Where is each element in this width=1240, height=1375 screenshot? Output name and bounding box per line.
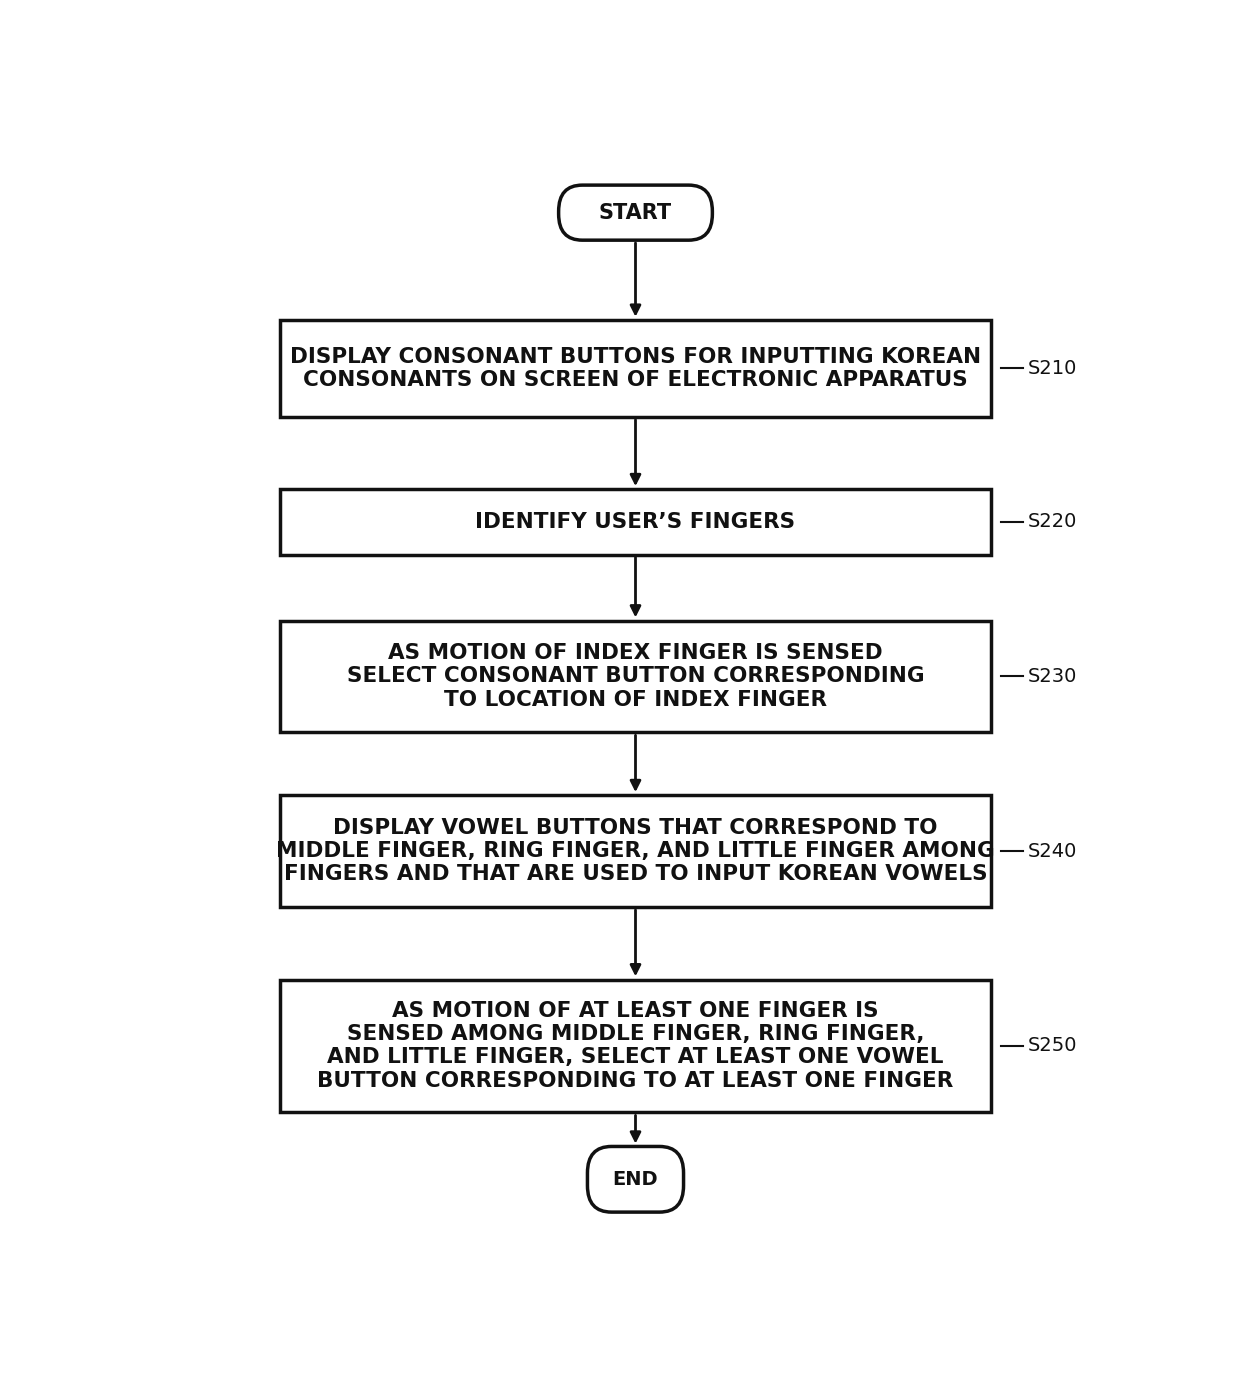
Text: IDENTIFY USER’S FINGERS: IDENTIFY USER’S FINGERS (475, 512, 796, 532)
FancyBboxPatch shape (558, 186, 712, 241)
Text: S210: S210 (1028, 359, 1078, 378)
Text: AS MOTION OF INDEX FINGER IS SENSED
SELECT CONSONANT BUTTON CORRESPONDING
TO LOC: AS MOTION OF INDEX FINGER IS SENSED SELE… (347, 644, 924, 710)
Text: DISPLAY VOWEL BUTTONS THAT CORRESPOND TO
MIDDLE FINGER, RING FINGER, AND LITTLE : DISPLAY VOWEL BUTTONS THAT CORRESPOND TO… (277, 818, 994, 884)
FancyBboxPatch shape (588, 1147, 683, 1213)
Text: AS MOTION OF AT LEAST ONE FINGER IS
SENSED AMONG MIDDLE FINGER, RING FINGER,
AND: AS MOTION OF AT LEAST ONE FINGER IS SENS… (317, 1001, 954, 1090)
FancyBboxPatch shape (280, 319, 991, 417)
FancyBboxPatch shape (280, 980, 991, 1112)
FancyBboxPatch shape (280, 796, 991, 906)
Text: S240: S240 (1028, 842, 1078, 861)
Text: DISPLAY CONSONANT BUTTONS FOR INPUTTING KOREAN
CONSONANTS ON SCREEN OF ELECTRONI: DISPLAY CONSONANT BUTTONS FOR INPUTTING … (290, 346, 981, 390)
Text: START: START (599, 202, 672, 223)
Text: S230: S230 (1028, 667, 1078, 686)
FancyBboxPatch shape (280, 620, 991, 732)
Text: S250: S250 (1028, 1037, 1078, 1056)
FancyBboxPatch shape (280, 490, 991, 554)
Text: END: END (613, 1170, 658, 1189)
Text: S220: S220 (1028, 513, 1078, 531)
